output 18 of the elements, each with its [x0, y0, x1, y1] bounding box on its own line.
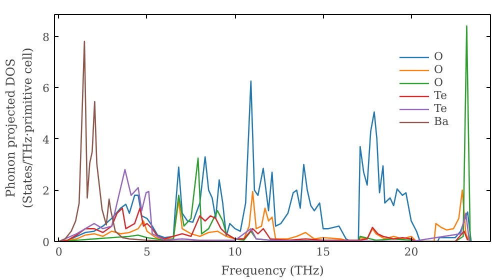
y-tick-label: 0 — [42, 236, 50, 249]
y-axis-title: Phonon projected DOS (States/THz·primitive cell) — [4, 48, 34, 208]
x-tick-label: 0 — [55, 246, 62, 258]
x-tick-label: 15 — [316, 246, 330, 258]
legend-label: Te — [434, 89, 448, 102]
legend-label: O — [434, 63, 444, 76]
x-tick-label: 5 — [143, 246, 150, 258]
x-tick-label: 20 — [404, 246, 418, 258]
legend-label: O — [434, 76, 444, 89]
y-tick-label: 8 — [42, 30, 50, 44]
legend-label: Ba — [434, 115, 450, 128]
y-tick-label: 6 — [42, 82, 50, 96]
legend-label: Te — [434, 102, 448, 115]
legend-label: O — [434, 50, 444, 63]
x-axis-title: Frequency (THz) — [221, 264, 324, 278]
x-tick-label: 10 — [228, 246, 242, 258]
y-tick-label: 2 — [42, 184, 50, 198]
y-tick-label: 4 — [42, 133, 50, 146]
